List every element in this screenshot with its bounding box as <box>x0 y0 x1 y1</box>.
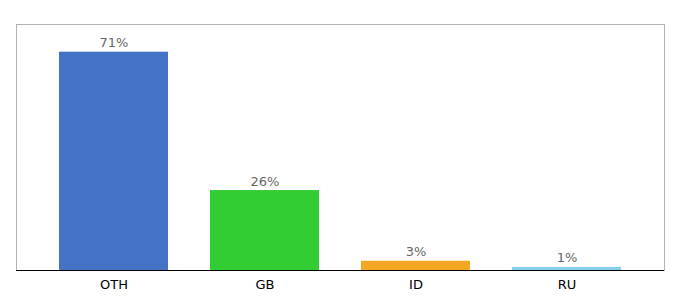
svg-text:71%: 71% <box>100 35 129 50</box>
svg-text:3%: 3% <box>406 244 427 259</box>
svg-text:GB: GB <box>256 277 275 292</box>
svg-text:26%: 26% <box>251 174 280 189</box>
svg-text:ID: ID <box>409 277 423 292</box>
svg-text:RU: RU <box>558 277 577 292</box>
svg-text:OTH: OTH <box>100 277 128 292</box>
svg-text:1%: 1% <box>557 250 578 265</box>
